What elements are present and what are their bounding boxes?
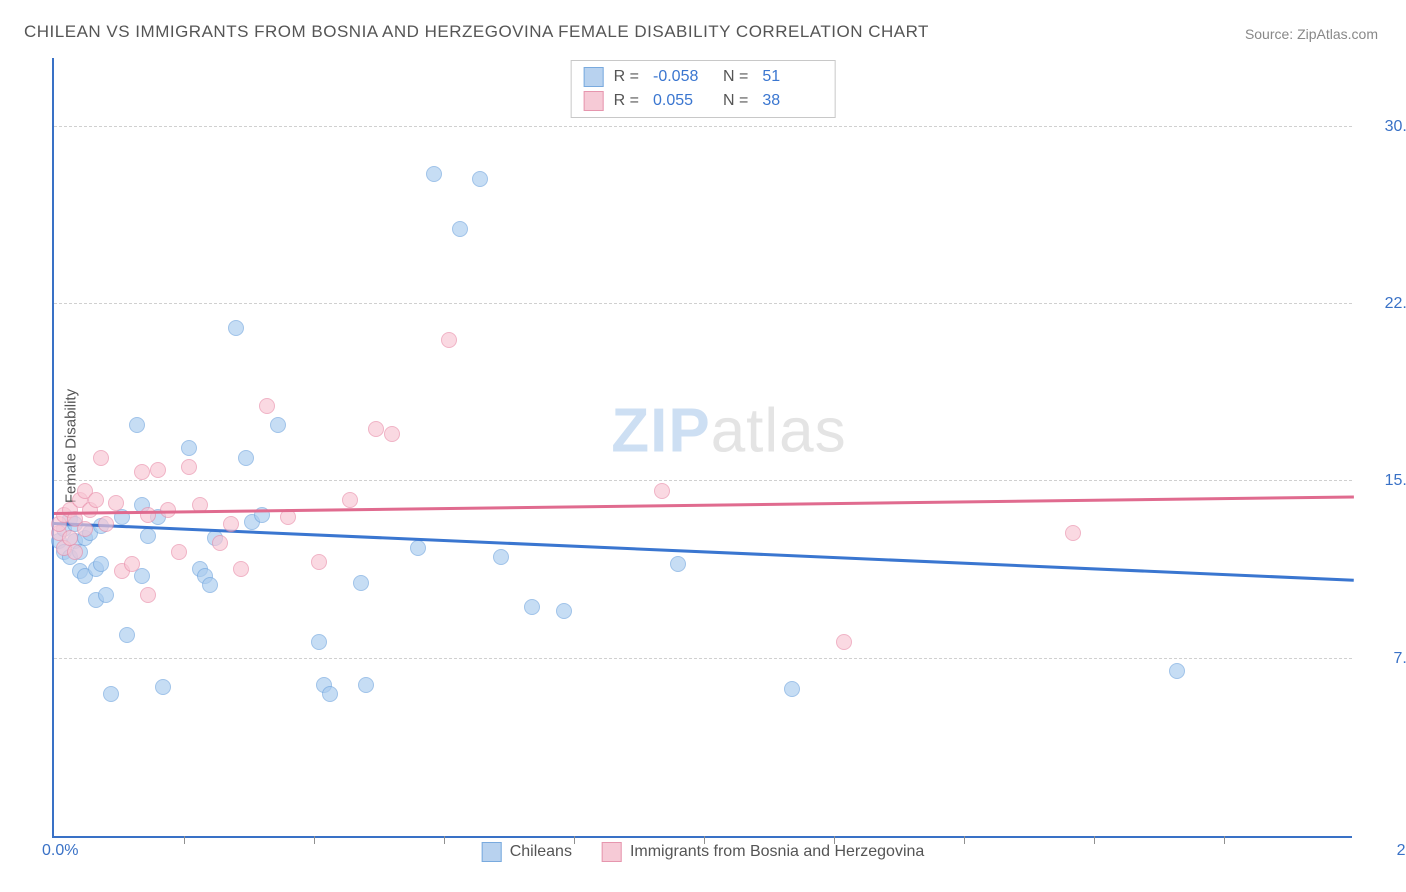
series-legend: Chileans Immigrants from Bosnia and Herz… — [482, 842, 925, 862]
scatter-point — [426, 166, 442, 182]
y-tick-label: 15.0% — [1385, 472, 1406, 490]
x-tick — [444, 836, 445, 844]
scatter-point — [212, 535, 228, 551]
x-tick — [834, 836, 835, 844]
scatter-point — [124, 556, 140, 572]
scatter-point — [259, 398, 275, 414]
scatter-point — [223, 516, 239, 532]
gridline — [54, 658, 1352, 659]
x-axis-end: 25.0% — [1397, 842, 1406, 860]
scatter-point — [140, 507, 156, 523]
scatter-point — [129, 417, 145, 433]
x-axis-origin: 0.0% — [42, 842, 78, 860]
scatter-point — [228, 320, 244, 336]
scatter-point — [311, 634, 327, 650]
legend-n-value: 38 — [762, 92, 822, 110]
legend-item: Chileans — [482, 842, 572, 862]
scatter-point — [270, 417, 286, 433]
scatter-point — [311, 554, 327, 570]
scatter-point — [358, 677, 374, 693]
scatter-point — [181, 459, 197, 475]
legend-series-label: Immigrants from Bosnia and Herzegovina — [630, 843, 924, 861]
scatter-point — [384, 426, 400, 442]
scatter-point — [524, 599, 540, 615]
scatter-point — [342, 492, 358, 508]
trend-line — [54, 496, 1354, 515]
y-tick-label: 30.0% — [1385, 118, 1406, 136]
x-tick — [964, 836, 965, 844]
x-tick — [184, 836, 185, 844]
swatch-icon — [482, 842, 502, 862]
legend-series-label: Chileans — [510, 843, 572, 861]
scatter-point — [108, 495, 124, 511]
gridline — [54, 126, 1352, 127]
legend-item: Immigrants from Bosnia and Herzegovina — [602, 842, 924, 862]
plot-area: ZIPatlas R = -0.058 N = 51 R = 0.055 N =… — [52, 58, 1352, 838]
legend-row: R = 0.055 N = 38 — [584, 89, 823, 113]
legend-n-label: N = — [723, 92, 748, 110]
scatter-point — [784, 681, 800, 697]
legend-r-label: R = — [614, 92, 639, 110]
legend-r-value: 0.055 — [653, 92, 713, 110]
swatch-icon — [584, 67, 604, 87]
legend-n-value: 51 — [762, 68, 822, 86]
gridline — [54, 303, 1352, 304]
scatter-point — [93, 556, 109, 572]
scatter-point — [98, 587, 114, 603]
swatch-icon — [602, 842, 622, 862]
scatter-point — [472, 171, 488, 187]
watermark-atlas: atlas — [711, 397, 847, 466]
scatter-point — [238, 450, 254, 466]
y-tick-label: 22.5% — [1385, 295, 1406, 313]
scatter-point — [353, 575, 369, 591]
legend-row: R = -0.058 N = 51 — [584, 65, 823, 89]
scatter-point — [98, 516, 114, 532]
scatter-point — [181, 440, 197, 456]
chart-title: CHILEAN VS IMMIGRANTS FROM BOSNIA AND HE… — [24, 22, 929, 42]
x-tick — [1224, 836, 1225, 844]
scatter-point — [233, 561, 249, 577]
scatter-point — [140, 528, 156, 544]
x-tick — [704, 836, 705, 844]
scatter-point — [556, 603, 572, 619]
scatter-point — [77, 521, 93, 537]
scatter-point — [171, 544, 187, 560]
x-tick — [574, 836, 575, 844]
legend-r-value: -0.058 — [653, 68, 713, 86]
watermark: ZIPatlas — [611, 396, 846, 467]
scatter-point — [452, 221, 468, 237]
scatter-point — [88, 492, 104, 508]
scatter-point — [134, 464, 150, 480]
source-attribution: Source: ZipAtlas.com — [1245, 26, 1378, 42]
scatter-point — [670, 556, 686, 572]
x-tick — [1094, 836, 1095, 844]
legend-n-label: N = — [723, 68, 748, 86]
swatch-icon — [584, 91, 604, 111]
scatter-point — [654, 483, 670, 499]
scatter-point — [322, 686, 338, 702]
trend-line — [54, 522, 1354, 581]
scatter-point — [368, 421, 384, 437]
scatter-point — [140, 587, 156, 603]
scatter-point — [67, 544, 83, 560]
y-tick-label: 7.5% — [1394, 650, 1406, 668]
scatter-point — [150, 462, 166, 478]
scatter-point — [119, 627, 135, 643]
scatter-point — [1065, 525, 1081, 541]
watermark-zip: ZIP — [611, 397, 710, 466]
x-tick — [314, 836, 315, 844]
scatter-point — [410, 540, 426, 556]
scatter-point — [93, 450, 109, 466]
scatter-point — [202, 577, 218, 593]
correlation-legend: R = -0.058 N = 51 R = 0.055 N = 38 — [571, 60, 836, 118]
legend-r-label: R = — [614, 68, 639, 86]
scatter-point — [493, 549, 509, 565]
scatter-point — [441, 332, 457, 348]
scatter-point — [155, 679, 171, 695]
gridline — [54, 480, 1352, 481]
scatter-point — [836, 634, 852, 650]
scatter-point — [103, 686, 119, 702]
scatter-point — [1169, 663, 1185, 679]
